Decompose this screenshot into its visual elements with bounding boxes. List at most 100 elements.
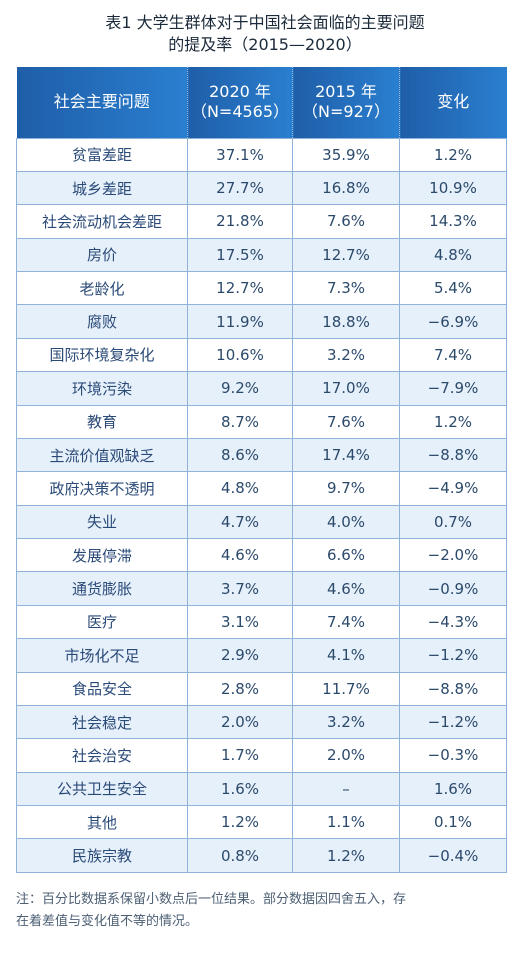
cell-issue: 社会治安 <box>16 738 188 773</box>
cell-change: 7.4% <box>399 337 507 373</box>
table-title-line2: 的提及率（2015—2020） <box>168 35 362 54</box>
cell-issue: 民族宗教 <box>16 838 188 873</box>
table-row: 教育 8.7% 7.6% 1.2% <box>16 404 507 439</box>
header-issue: 社会主要问题 <box>16 67 188 138</box>
table-row: 房价 17.5% 12.7% 4.8% <box>16 237 507 273</box>
cell-2020: 4.6% <box>187 537 293 573</box>
table-body: 贫富差距 37.1% 35.9% 1.2% 城乡差距 27.7% 16.8% 10.9% 社会流… <box>16 137 507 873</box>
table-header: 社会主要问题 2020 年 （N=4565） 2015 年 （N=927） 变化 <box>16 67 507 138</box>
cell-change: 4.8% <box>399 237 507 273</box>
table-row: 食品安全 2.8% 11.7% −8.8% <box>16 671 507 706</box>
cell-2015: 4.6% <box>292 571 400 606</box>
footnote-line1: 注：百分比数据系保留小数点后一位结果。部分数据因四舍五入，存 <box>16 892 407 907</box>
table-row: 贫富差距 37.1% 35.9% 1.2% <box>16 137 507 172</box>
table-title: 表1 大学生群体对于中国社会面临的主要问题 的提及率（2015—2020） <box>0 12 530 56</box>
cell-2020: 12.7% <box>187 270 293 306</box>
cell-change: −1.2% <box>399 638 507 673</box>
header-2020-year: 2020 年 <box>209 82 271 102</box>
header-2015: 2015 年 （N=927） <box>292 67 400 138</box>
cell-change: −2.0% <box>399 537 507 573</box>
cell-issue: 教育 <box>16 404 188 439</box>
cell-issue: 社会稳定 <box>16 704 188 740</box>
header-row: 社会主要问题 2020 年 （N=4565） 2015 年 （N=927） 变化 <box>16 67 507 138</box>
cell-change: −4.3% <box>399 604 507 640</box>
table-row: 社会稳定 2.0% 3.2% −1.2% <box>16 704 507 740</box>
header-2015-n: （N=927） <box>302 102 390 122</box>
footnote: 注：百分比数据系保留小数点后一位结果。部分数据因四舍五入，存 在着差值与变化值不… <box>16 889 512 933</box>
cell-change: −0.3% <box>399 738 507 773</box>
table-row: 发展停滞 4.6% 6.6% −2.0% <box>16 537 507 573</box>
cell-change: −0.4% <box>399 838 507 873</box>
table-row: 公共卫生安全 1.6% –1.6% <box>16 771 507 807</box>
cell-issue: 主流价值观缺乏 <box>16 437 188 473</box>
table-row: 政府决策不透明 4.8% 9.7% −4.9% <box>16 471 507 506</box>
footnote-line2: 在着差值与变化值不等的情况。 <box>16 914 199 929</box>
header-2020: 2020 年 （N=4565） <box>187 67 293 138</box>
cell-issue: 环境污染 <box>16 371 188 406</box>
cell-2015: 7.3% <box>292 270 400 306</box>
table-row: 失业 4.7% 4.0% 0.7% <box>16 504 507 540</box>
cell-2015: 16.8% <box>292 170 400 206</box>
cell-issue: 通货膨胀 <box>16 571 188 606</box>
cell-change: −0.9% <box>399 571 507 606</box>
cell-2020: 2.8% <box>187 671 293 706</box>
table-title-line1: 表1 大学生群体对于中国社会面临的主要问题 <box>105 13 425 32</box>
cell-change: 0.7% <box>399 504 507 540</box>
cell-change: −6.9% <box>399 304 507 339</box>
cell-2020: 1.6% <box>187 771 293 807</box>
cell-2020: 4.8% <box>187 471 293 506</box>
cell-2020: 27.7% <box>187 170 293 206</box>
table-row: 主流价值观缺乏 8.6% 17.4% −8.8% <box>16 437 507 473</box>
cell-change: 1.2% <box>399 404 507 439</box>
cell-issue: 政府决策不透明 <box>16 471 188 506</box>
table-row: 社会流动机会差距 21.8% 7.6% 14.3% <box>16 204 507 239</box>
cell-change: 1.2% <box>399 137 507 172</box>
cell-2015: 18.8% <box>292 304 400 339</box>
cell-2020: 2.0% <box>187 704 293 740</box>
cell-2015: 9.7% <box>292 471 400 506</box>
cell-2020: 10.6% <box>187 337 293 373</box>
cell-2020: 9.2% <box>187 371 293 406</box>
cell-change: −8.8% <box>399 671 507 706</box>
cell-issue: 社会流动机会差距 <box>16 204 188 239</box>
cell-2015: 11.7% <box>292 671 400 706</box>
header-change: 变化 <box>399 67 507 138</box>
cell-issue: 医疗 <box>16 604 188 640</box>
cell-2015: 3.2% <box>292 704 400 740</box>
cell-2020: 3.1% <box>187 604 293 640</box>
cell-change: −8.8% <box>399 437 507 473</box>
header-2015-year: 2015 年 <box>315 82 377 102</box>
cell-2015: 4.1% <box>292 638 400 673</box>
cell-change: 5.4% <box>399 270 507 306</box>
table-row: 医疗 3.1% 7.4% −4.3% <box>16 604 507 640</box>
cell-2015: 35.9% <box>292 137 400 172</box>
cell-change: 0.1% <box>399 804 507 840</box>
cell-2015: – <box>292 771 400 807</box>
cell-2015: 1.1% <box>292 804 400 840</box>
cell-change: 1.6% <box>399 771 507 807</box>
table-row: 环境污染 9.2% 17.0% −7.9% <box>16 371 507 406</box>
cell-change: −7.9% <box>399 371 507 406</box>
cell-2015: 6.6% <box>292 537 400 573</box>
cell-issue: 失业 <box>16 504 188 540</box>
cell-change: −1.2% <box>399 704 507 740</box>
table-row: 民族宗教 0.8% 1.2% −0.4% <box>16 838 507 873</box>
cell-issue: 房价 <box>16 237 188 273</box>
cell-2015: 12.7% <box>292 237 400 273</box>
cell-2020: 4.7% <box>187 504 293 540</box>
cell-2015: 3.2% <box>292 337 400 373</box>
cell-issue: 腐败 <box>16 304 188 339</box>
cell-2020: 8.7% <box>187 404 293 439</box>
cell-issue: 贫富差距 <box>16 137 188 172</box>
table-row: 通货膨胀 3.7% 4.6% −0.9% <box>16 571 507 606</box>
table-row: 老龄化 12.7% 7.3% 5.4% <box>16 270 507 306</box>
cell-2020: 0.8% <box>187 838 293 873</box>
cell-change: −4.9% <box>399 471 507 506</box>
data-table: 社会主要问题 2020 年 （N=4565） 2015 年 （N=927） 变化… <box>16 67 507 873</box>
cell-2020: 1.7% <box>187 738 293 773</box>
cell-2015: 7.6% <box>292 204 400 239</box>
cell-2020: 37.1% <box>187 137 293 172</box>
table-row: 国际环境复杂化 10.6% 3.2% 7.4% <box>16 337 507 373</box>
cell-change: 10.9% <box>399 170 507 206</box>
cell-issue: 食品安全 <box>16 671 188 706</box>
